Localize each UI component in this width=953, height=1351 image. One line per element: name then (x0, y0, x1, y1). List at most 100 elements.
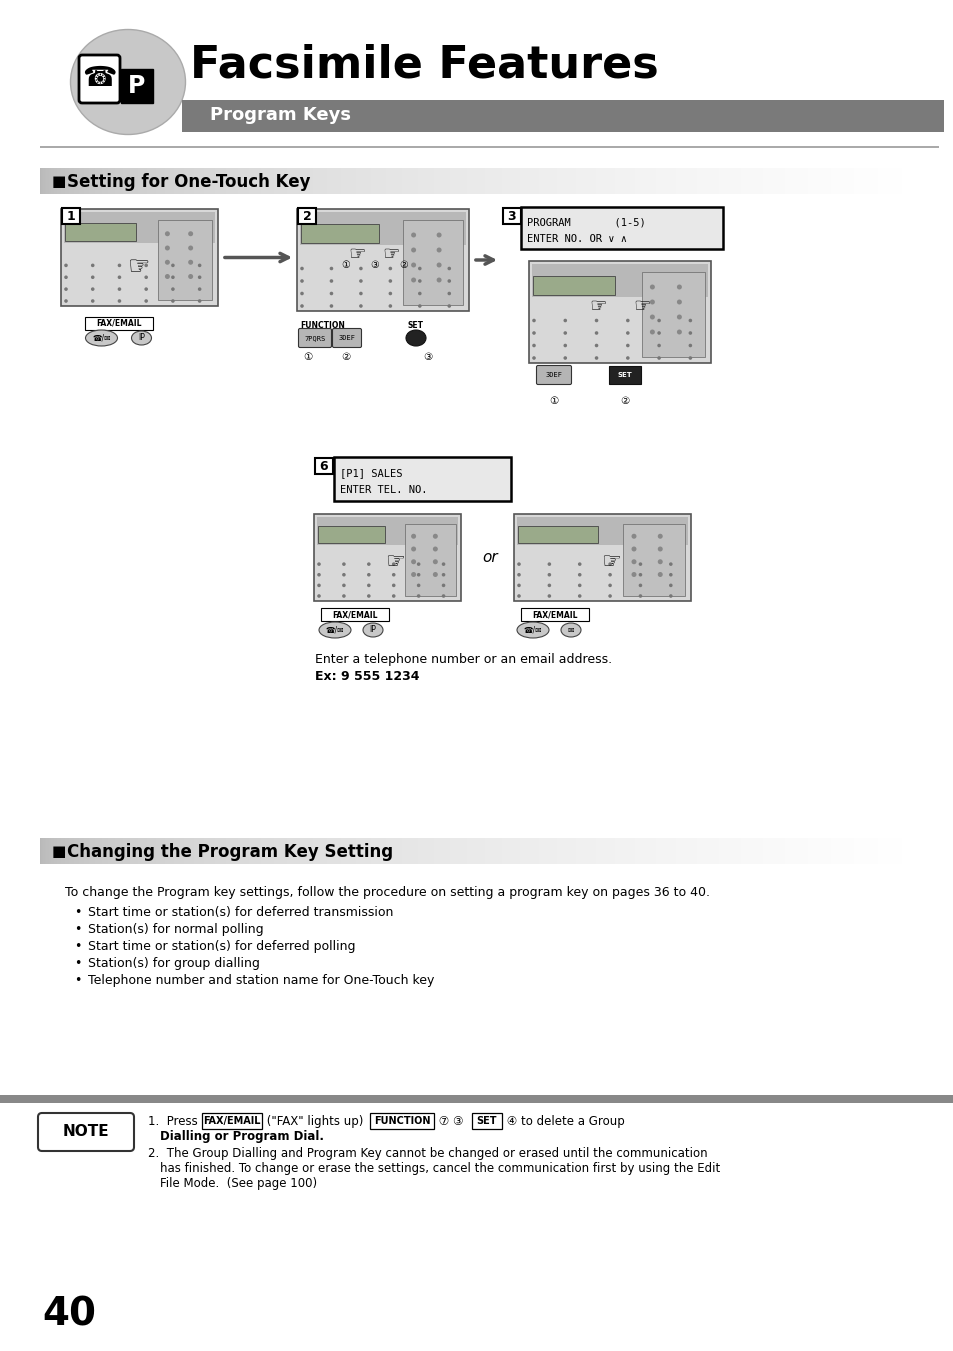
Bar (168, 838, 169, 865)
Bar (488, 168, 489, 195)
Bar (0, 1096, 953, 1102)
Bar (608, 838, 609, 865)
Bar (725, 838, 726, 865)
Bar (888, 838, 889, 865)
Bar (55, 168, 56, 195)
Bar (699, 838, 700, 865)
Bar (763, 168, 764, 195)
Bar (250, 838, 251, 865)
Bar (82, 168, 83, 195)
Circle shape (563, 357, 566, 359)
Circle shape (649, 330, 654, 335)
Bar (337, 168, 338, 195)
Bar (127, 168, 128, 195)
Bar (391, 168, 392, 195)
Bar (700, 168, 701, 195)
Bar (196, 168, 198, 195)
Bar (494, 838, 495, 865)
Bar (60, 838, 61, 865)
Bar (714, 168, 716, 195)
Bar (477, 838, 478, 865)
Bar (289, 838, 290, 865)
Bar (41, 168, 42, 195)
Bar (215, 838, 216, 865)
Bar (239, 838, 240, 865)
Circle shape (677, 285, 681, 289)
Circle shape (631, 571, 636, 577)
Bar (635, 168, 636, 195)
Bar (131, 168, 132, 195)
Bar (600, 838, 601, 865)
Bar (159, 168, 160, 195)
Bar (67, 168, 68, 195)
Bar (184, 168, 185, 195)
Bar (200, 838, 201, 865)
Bar (198, 168, 199, 195)
Bar (249, 838, 250, 865)
Bar (422, 838, 423, 865)
Bar (746, 168, 747, 195)
Bar (275, 838, 276, 865)
Bar (754, 168, 755, 195)
Circle shape (433, 534, 437, 539)
Bar (452, 838, 453, 865)
Bar (618, 838, 619, 865)
Text: ☞: ☞ (589, 297, 606, 316)
Bar (854, 838, 855, 865)
Bar (803, 168, 804, 195)
Bar (195, 168, 196, 195)
Bar (41, 838, 42, 865)
Bar (721, 168, 722, 195)
Bar (281, 168, 282, 195)
Bar (413, 838, 414, 865)
Circle shape (436, 247, 441, 253)
Bar (586, 838, 587, 865)
Bar (768, 838, 769, 865)
Bar (137, 168, 138, 195)
Bar (232, 838, 233, 865)
Bar (432, 838, 433, 865)
Bar (331, 838, 332, 865)
Bar (411, 838, 412, 865)
Bar (327, 168, 328, 195)
Bar (52, 168, 53, 195)
Bar (571, 168, 572, 195)
Bar (292, 168, 293, 195)
Bar (559, 838, 560, 865)
Bar (846, 838, 847, 865)
Circle shape (547, 562, 551, 566)
Bar (517, 168, 518, 195)
Bar (518, 838, 519, 865)
Bar (815, 168, 816, 195)
Bar (454, 838, 455, 865)
Bar (787, 168, 788, 195)
Bar (40, 168, 41, 195)
Bar (893, 168, 894, 195)
Text: IP: IP (138, 334, 145, 343)
Bar (443, 168, 444, 195)
Bar (586, 168, 587, 195)
Bar (594, 838, 595, 865)
Bar (859, 168, 861, 195)
Bar (254, 168, 255, 195)
Bar (550, 168, 551, 195)
Bar (897, 838, 898, 865)
Bar (283, 168, 284, 195)
Circle shape (91, 276, 94, 280)
Bar (744, 168, 745, 195)
Bar (606, 838, 607, 865)
Bar (378, 168, 379, 195)
Circle shape (517, 584, 520, 588)
Bar (428, 838, 429, 865)
Bar (707, 168, 708, 195)
Bar (79, 838, 80, 865)
Bar (641, 168, 642, 195)
Bar (434, 168, 435, 195)
Bar (140, 168, 141, 195)
FancyBboxPatch shape (296, 209, 469, 311)
FancyBboxPatch shape (79, 55, 120, 103)
Bar (437, 168, 438, 195)
Bar (708, 168, 709, 195)
Bar (747, 168, 748, 195)
Bar (545, 168, 546, 195)
